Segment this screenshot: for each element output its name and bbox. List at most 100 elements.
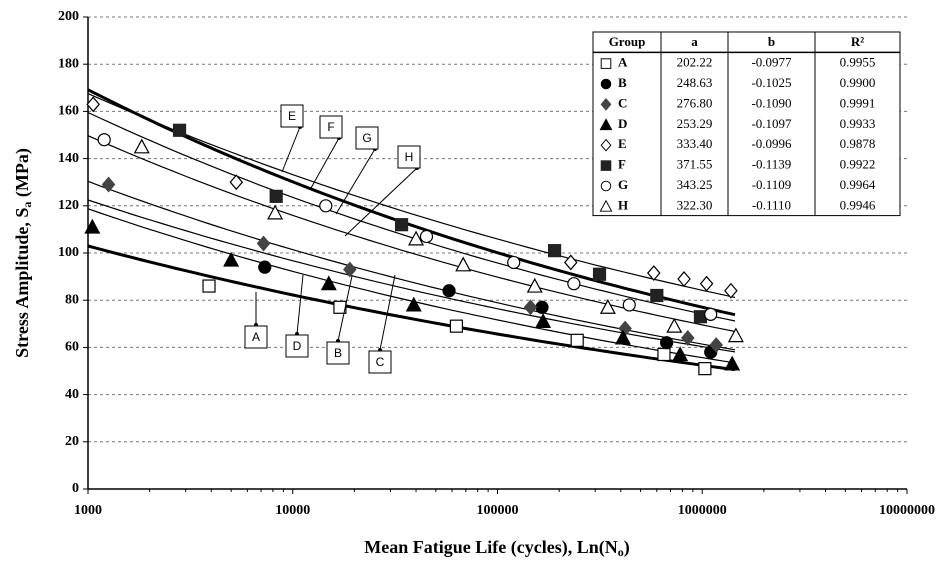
annotation-box	[397, 145, 421, 169]
leader-line	[335, 148, 376, 215]
table-group: D	[618, 116, 627, 131]
marker	[269, 189, 283, 203]
marker	[535, 313, 552, 329]
y-tick-label: 80	[65, 292, 79, 307]
table-cell: 0.9922	[840, 157, 876, 172]
table-cell: 322.30	[677, 197, 713, 212]
marker	[101, 176, 116, 193]
table-cell: 0.9878	[840, 136, 876, 151]
table-cell: 253.29	[677, 116, 713, 131]
marker	[614, 329, 631, 345]
table-cell: -0.1097	[751, 116, 792, 131]
y-tick-label: 40	[65, 387, 79, 402]
legend-marker	[600, 180, 612, 192]
table-cell: -0.1109	[752, 177, 792, 192]
y-tick-label: 20	[65, 434, 79, 449]
table-frame	[592, 31, 901, 217]
marker	[455, 256, 472, 272]
annotation: H	[405, 150, 414, 164]
marker	[660, 336, 674, 350]
annotation-box	[280, 104, 304, 128]
table-cell: -0.1139	[752, 157, 792, 172]
marker	[419, 229, 434, 244]
annotation: A	[252, 330, 260, 344]
legend-marker	[599, 199, 613, 212]
leader-line	[296, 274, 304, 335]
legend-marker	[600, 78, 612, 90]
table-group: F	[618, 157, 626, 172]
marker	[567, 277, 581, 291]
marker	[535, 300, 549, 314]
annotation: F	[327, 120, 334, 134]
marker	[563, 254, 578, 271]
marker	[408, 230, 425, 246]
y-tick-label: 60	[65, 340, 79, 355]
legend-table: Group a b R² A 202.22 -0.0977 0.9955 B 248.63 -0.1…	[592, 31, 901, 217]
marker	[229, 174, 244, 191]
marker	[405, 296, 422, 312]
marker	[724, 355, 741, 371]
legend-marker	[600, 138, 612, 152]
annotation: B	[334, 346, 342, 360]
marker	[724, 282, 738, 299]
annotation-box	[319, 115, 343, 139]
marker	[666, 317, 683, 333]
marker	[592, 267, 607, 281]
table-cell: 333.40	[677, 136, 713, 151]
legend-marker	[600, 58, 612, 69]
table-cell: 0.9900	[840, 75, 876, 90]
table-cell: 0.9946	[840, 197, 876, 212]
marker	[97, 133, 111, 147]
marker	[202, 279, 216, 293]
x-tick-label: 1000000	[678, 503, 727, 518]
table-cell: -0.1090	[751, 95, 791, 110]
annotation-box	[285, 334, 309, 358]
table-cell: 0.9933	[840, 116, 876, 131]
fit-curve	[87, 93, 736, 298]
marker	[172, 123, 187, 137]
annotation: C	[376, 355, 385, 369]
x-tick-label: 1000	[74, 503, 102, 518]
marker	[320, 275, 337, 291]
y-tick-label: 160	[58, 104, 79, 119]
marker	[709, 337, 724, 353]
x-axis-label: Mean Fatigue Life (cycles), Ln(No)	[364, 537, 629, 559]
table-group: C	[618, 95, 627, 110]
legend-marker	[600, 98, 612, 111]
leader-line	[281, 126, 301, 173]
marker	[267, 204, 284, 220]
fit-curve	[87, 88, 736, 317]
marker	[650, 288, 664, 303]
table-header: a	[691, 34, 698, 49]
leader-line	[337, 275, 353, 342]
marker	[258, 260, 272, 274]
table-cell: 343.25	[677, 177, 713, 192]
marker	[442, 284, 456, 298]
x-tick-label: 10000	[275, 503, 310, 518]
table-cell: 0.9964	[840, 177, 876, 192]
y-tick-label: 100	[58, 245, 79, 260]
legend-marker	[599, 118, 613, 131]
table-cell: 248.63	[677, 75, 713, 90]
table-cell: 371.55	[677, 157, 713, 172]
table-group: G	[618, 177, 628, 192]
table-cell: -0.0996	[751, 136, 792, 151]
marker	[699, 275, 714, 292]
y-tick-label: 0	[72, 481, 79, 496]
y-tick-label: 180	[58, 56, 79, 71]
table-cell: 0.9955	[840, 55, 876, 70]
x-tick-label: 100000	[477, 503, 519, 518]
leader-line	[310, 137, 340, 189]
leader-line	[344, 167, 418, 237]
marker	[698, 362, 712, 376]
table-header: b	[768, 34, 775, 49]
marker	[618, 320, 632, 337]
marker	[449, 319, 464, 333]
marker	[133, 138, 150, 154]
fit-curve	[87, 111, 736, 322]
marker	[681, 330, 695, 346]
annotation: D	[293, 339, 302, 353]
annotation-box	[244, 325, 268, 349]
marker	[704, 307, 718, 321]
marker	[86, 96, 100, 113]
